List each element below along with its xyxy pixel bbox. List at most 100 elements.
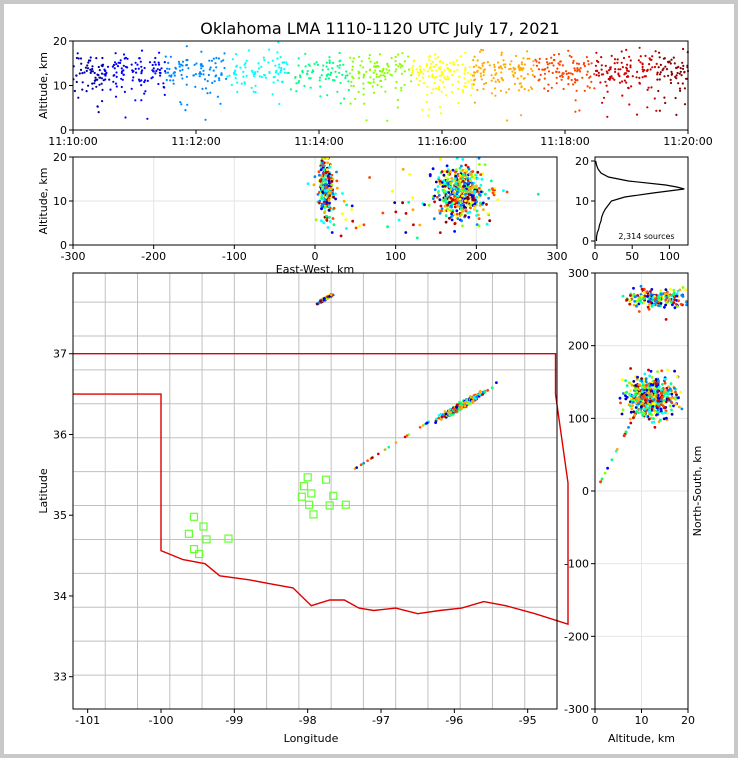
source-point xyxy=(520,75,523,78)
source-point xyxy=(682,47,685,51)
source-point xyxy=(546,63,550,66)
source-point xyxy=(672,291,676,295)
source-point xyxy=(140,84,143,87)
source-point xyxy=(328,61,331,64)
source-point xyxy=(623,79,627,82)
station-marker xyxy=(305,500,314,509)
source-point xyxy=(625,67,629,70)
source-point xyxy=(629,66,632,69)
source-point xyxy=(297,81,300,84)
source-point xyxy=(659,407,663,411)
source-point xyxy=(455,191,459,195)
source-point xyxy=(558,71,561,74)
source-point xyxy=(144,79,147,82)
source-point xyxy=(545,57,548,61)
source-point xyxy=(383,75,387,78)
source-point xyxy=(456,194,460,198)
source-point xyxy=(384,78,387,81)
source-point xyxy=(134,67,137,70)
source-point xyxy=(327,68,330,71)
source-point xyxy=(272,81,275,84)
source-point xyxy=(285,61,288,64)
source-point xyxy=(146,79,149,82)
source-point xyxy=(365,70,368,73)
source-point xyxy=(199,63,202,66)
source-point xyxy=(459,170,463,174)
source-point xyxy=(130,87,133,90)
source-point xyxy=(421,76,424,79)
source-point xyxy=(439,412,443,416)
source-point xyxy=(202,73,205,76)
source-point xyxy=(469,179,472,183)
source-point xyxy=(466,196,469,199)
source-point xyxy=(326,226,330,229)
source-point xyxy=(576,69,579,72)
source-point xyxy=(209,91,212,94)
source-point xyxy=(645,290,649,294)
source-point xyxy=(447,191,451,194)
source-point xyxy=(447,201,451,205)
source-point xyxy=(638,383,641,387)
source-point xyxy=(490,386,494,390)
source-point xyxy=(675,393,678,397)
source-point xyxy=(639,61,642,64)
source-point xyxy=(383,72,386,75)
source-point xyxy=(578,68,581,71)
source-point xyxy=(674,96,677,100)
source-point xyxy=(157,63,161,66)
source-point xyxy=(274,64,277,67)
source-point xyxy=(671,396,675,400)
source-point xyxy=(478,193,482,197)
source-point xyxy=(615,448,619,451)
source-point xyxy=(567,49,570,52)
source-point xyxy=(369,82,372,85)
source-point xyxy=(200,67,203,70)
source-point xyxy=(357,90,360,93)
source-point xyxy=(638,391,642,395)
source-point xyxy=(539,73,542,76)
source-point xyxy=(650,304,654,308)
source-point xyxy=(532,60,535,63)
source-point xyxy=(328,220,332,223)
source-point xyxy=(130,63,133,66)
source-point xyxy=(443,204,447,208)
source-point xyxy=(620,50,623,53)
source-point xyxy=(458,75,461,78)
source-point xyxy=(417,74,420,77)
source-point xyxy=(483,163,487,167)
source-point xyxy=(95,85,98,88)
source-point xyxy=(560,74,563,77)
source-point xyxy=(202,69,205,72)
source-point xyxy=(460,213,463,216)
source-point xyxy=(655,62,658,65)
source-point xyxy=(526,73,530,76)
source-point xyxy=(168,67,171,71)
source-point xyxy=(150,77,153,80)
source-point xyxy=(667,74,670,77)
source-point xyxy=(571,73,574,76)
source-point xyxy=(573,67,576,70)
source-point xyxy=(572,61,575,64)
source-point xyxy=(650,376,654,379)
x-tick-label: -200 xyxy=(141,250,166,263)
source-point xyxy=(669,81,673,85)
source-point xyxy=(373,62,376,65)
source-point xyxy=(621,80,624,83)
source-point xyxy=(343,97,346,100)
source-point xyxy=(629,59,632,62)
source-point xyxy=(328,191,332,194)
source-point xyxy=(418,72,421,75)
source-point xyxy=(138,57,141,60)
source-point xyxy=(143,66,146,70)
source-point xyxy=(335,75,338,78)
figure-title: Oklahoma LMA 1110-1120 UTC July 17, 2021 xyxy=(200,19,559,38)
source-point xyxy=(636,70,639,73)
source-point xyxy=(454,183,458,187)
x-tick-label: 11:10:00 xyxy=(48,135,97,148)
source-point xyxy=(166,71,170,74)
source-point xyxy=(487,188,491,192)
source-point xyxy=(339,234,343,238)
source-point xyxy=(662,399,666,402)
source-point xyxy=(668,404,672,408)
